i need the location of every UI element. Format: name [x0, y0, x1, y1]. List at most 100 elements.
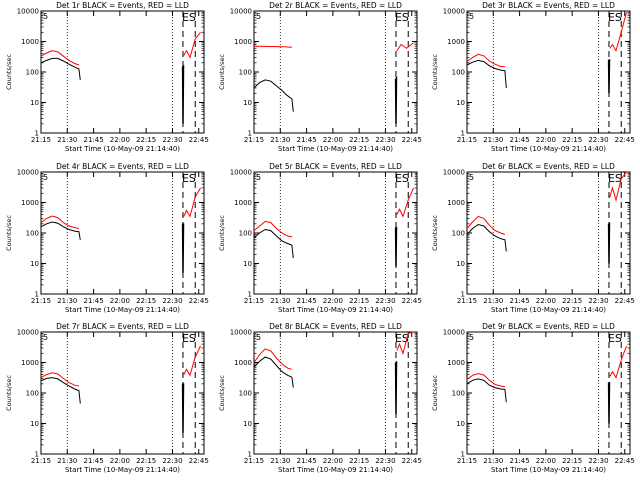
series-events — [466, 223, 507, 252]
x-tick-label: 22:45 — [402, 457, 422, 465]
y-tick-label: 100 — [239, 69, 252, 77]
panel-1: Det 1r BLACK = Events, RED = LLD 5 1 10 100 1… — [5, 1, 209, 153]
y-tick-label: 10000 — [230, 329, 252, 337]
x-tick-label: 22:00 — [323, 136, 343, 144]
x-tick-label: 21:45 — [296, 457, 316, 465]
y-tick-label: 1 — [35, 451, 39, 459]
x-tick-label: 21:30 — [270, 457, 290, 465]
y-tick-label: 100 — [26, 69, 39, 77]
corner-label: 5 — [43, 12, 48, 21]
y-tick-label: 100 — [239, 230, 252, 238]
y-tick-label: 1000 — [234, 199, 252, 207]
x-tick-label: 22:45 — [189, 457, 209, 465]
es-annotation: ES — [182, 172, 196, 185]
es-annotation: ES — [608, 172, 622, 185]
x-axis-label: Start Time (10-May-09 21:14:40) — [491, 306, 606, 314]
x-axis-label: Start Time (10-May-09 21:14:40) — [491, 145, 606, 153]
corner-label: 5 — [256, 12, 261, 21]
y-tick-label: 10000 — [443, 329, 465, 337]
series-lld — [40, 215, 80, 229]
y-tick-label: 10 — [243, 420, 252, 428]
x-tick-label: 21:30 — [57, 136, 77, 144]
y-tick-label: 1 — [248, 291, 252, 299]
x-axis-label: Start Time (10-May-09 21:14:40) — [65, 466, 180, 474]
x-tick-label: 22:30 — [588, 457, 608, 465]
panel-2: Det 2r BLACK = Events, RED = LLD 5 1 10 100 1… — [218, 1, 422, 153]
x-tick-label: 21:45 — [83, 457, 103, 465]
y-tick-label: 10 — [30, 420, 39, 428]
x-tick-label: 22:00 — [323, 297, 343, 305]
y-tick-label: 10 — [456, 420, 465, 428]
x-tick-label: 21:30 — [57, 297, 77, 305]
x-tick-label: 21:30 — [270, 297, 290, 305]
x-tick-label: 22:45 — [189, 136, 209, 144]
x-tick-label: 22:15 — [136, 136, 156, 144]
es-annotation: ES — [395, 332, 409, 345]
series-lld-late — [396, 331, 414, 355]
series-events — [466, 378, 507, 403]
x-tick-label: 22:30 — [588, 136, 608, 144]
y-tick-label: 10 — [243, 99, 252, 107]
y-tick-label: 1000 — [447, 359, 465, 367]
es-annotation: ES — [395, 172, 409, 185]
x-tick-label: 21:15 — [244, 457, 264, 465]
y-tick-label: 1 — [461, 291, 465, 299]
series-lld-late — [396, 42, 414, 51]
panel-9: Det 9r BLACK = Events, RED = LLD 5 1 10 100 1… — [431, 322, 635, 474]
x-tick-label: 22:30 — [375, 136, 395, 144]
y-tick-label: 10000 — [443, 8, 465, 16]
panel-title: Det 2r BLACK = Events, RED = LLD — [269, 1, 402, 10]
y-axis-label: Counts/sec — [431, 375, 439, 411]
y-tick-label: 10 — [456, 260, 465, 268]
panel-title: Det 9r BLACK = Events, RED = LLD — [482, 322, 615, 331]
series-events — [253, 356, 294, 388]
series-events-late — [607, 59, 611, 94]
x-axis-label: Start Time (10-May-09 21:14:40) — [65, 306, 180, 314]
x-tick-label: 22:00 — [110, 457, 130, 465]
y-axis-label: Counts/sec — [218, 215, 226, 251]
x-tick-label: 22:15 — [562, 136, 582, 144]
y-tick-label: 10000 — [230, 169, 252, 177]
corner-label: 5 — [43, 333, 48, 342]
y-tick-label: 100 — [26, 230, 39, 238]
series-lld — [253, 220, 292, 238]
y-tick-label: 100 — [239, 390, 252, 398]
y-tick-label: 1000 — [234, 38, 252, 46]
series-lld — [466, 53, 505, 68]
x-tick-label: 22:15 — [349, 457, 369, 465]
plot-frame — [253, 171, 418, 295]
series-events-late — [607, 381, 611, 424]
series-lld-late — [609, 171, 627, 203]
series-events-late — [181, 64, 185, 124]
plot-frame — [40, 171, 205, 295]
panel-title: Det 1r BLACK = Events, RED = LLD — [56, 1, 189, 10]
x-tick-label: 21:45 — [296, 297, 316, 305]
series-lld — [466, 215, 506, 235]
series-lld — [466, 373, 505, 388]
x-tick-label: 22:15 — [136, 297, 156, 305]
x-tick-label: 22:00 — [536, 136, 556, 144]
x-tick-label: 21:30 — [483, 457, 503, 465]
series-events — [466, 59, 507, 88]
y-axis-label: Counts/sec — [5, 215, 13, 251]
x-axis-label: Start Time (10-May-09 21:14:40) — [491, 466, 606, 474]
x-tick-label: 21:15 — [457, 457, 477, 465]
y-tick-label: 10000 — [17, 8, 39, 16]
x-axis-label: Start Time (10-May-09 21:14:40) — [278, 145, 393, 153]
x-tick-label: 21:30 — [270, 136, 290, 144]
series-lld — [253, 348, 293, 370]
x-axis-label: Start Time (10-May-09 21:14:40) — [278, 466, 393, 474]
series-events — [40, 57, 81, 80]
x-tick-label: 21:45 — [509, 136, 529, 144]
y-tick-label: 1000 — [21, 359, 39, 367]
panel-7: Det 7r BLACK = Events, RED = LLD 5 1 10 100 1… — [5, 322, 209, 474]
y-tick-label: 100 — [452, 390, 465, 398]
series-events-late — [181, 383, 185, 433]
y-tick-label: 10 — [456, 99, 465, 107]
x-tick-label: 22:45 — [402, 297, 422, 305]
series-events-late — [394, 226, 398, 267]
y-tick-label: 1 — [461, 451, 465, 459]
x-tick-label: 22:45 — [189, 297, 209, 305]
panel-title: Det 7r BLACK = Events, RED = LLD — [56, 322, 189, 331]
